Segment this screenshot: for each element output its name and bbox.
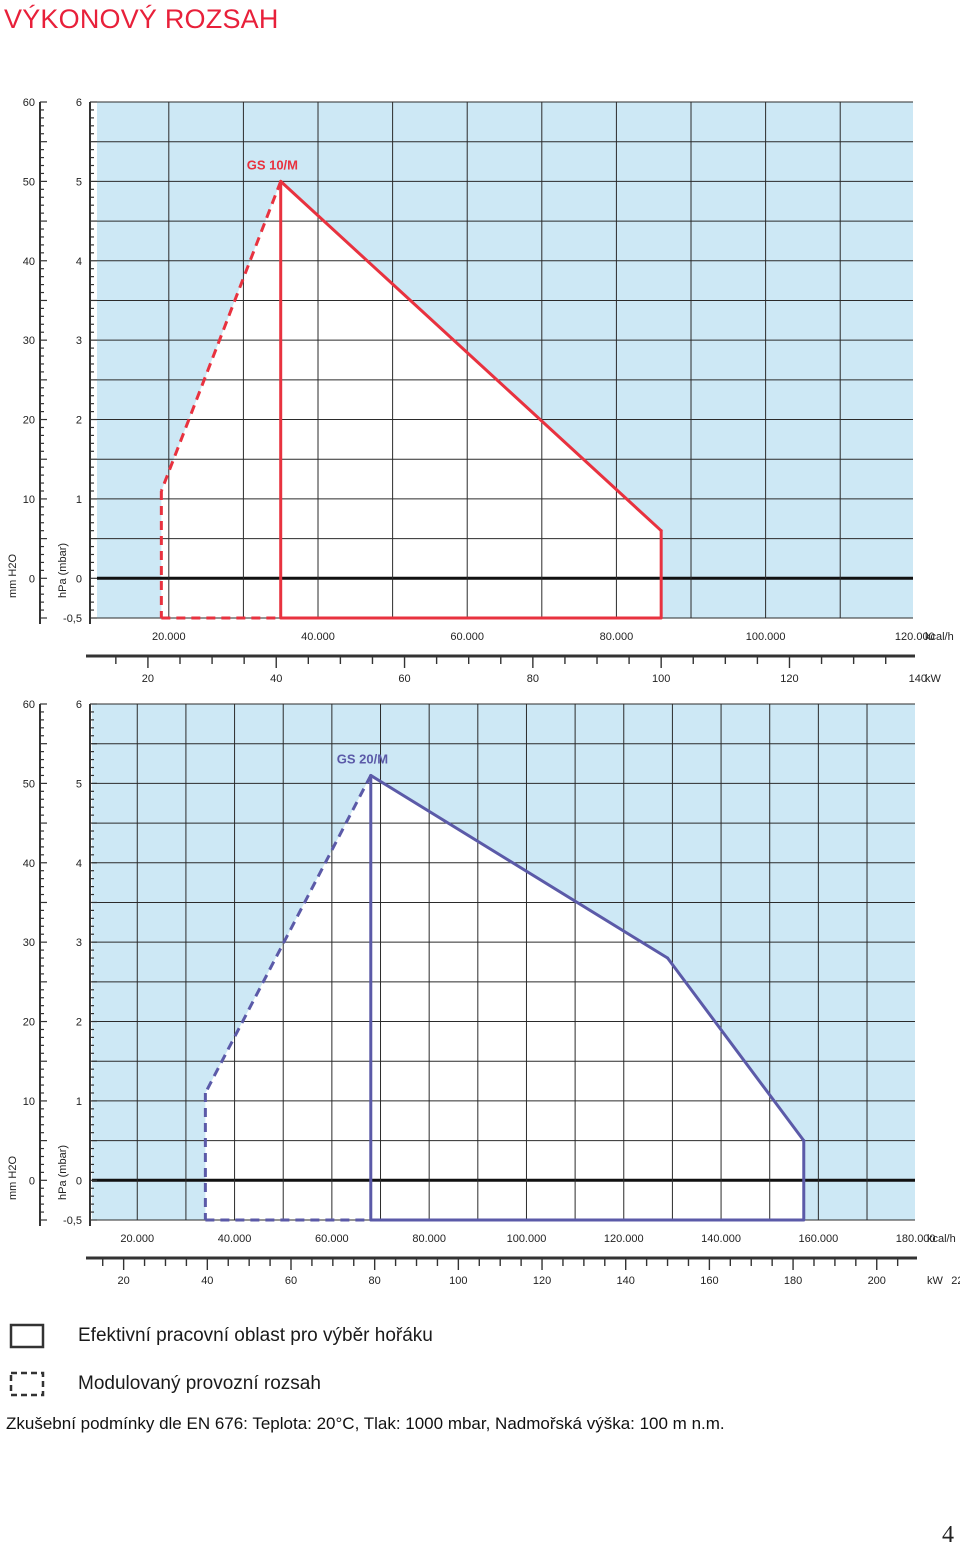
mm-tick-label: 40	[23, 858, 35, 870]
mm-tick-label: 0	[29, 1175, 35, 1187]
kw-tick-label: 40	[270, 673, 282, 685]
mm-tick-label: 20	[23, 415, 35, 427]
mm-tick-label: 40	[23, 256, 35, 268]
kw-tick-label: 20	[142, 673, 154, 685]
kcal-tick-label: 100.000	[507, 1233, 547, 1245]
kcal-tick-label: 80.000	[600, 631, 634, 643]
effective-area-edge	[369, 773, 670, 960]
test-conditions: Zkušební podmínky dle EN 676: Teplota: 2…	[6, 1414, 725, 1433]
hpa-tick-label: 0	[76, 1175, 82, 1187]
mm-tick-label: 50	[23, 778, 35, 790]
kcal-tick-label: 20.000	[152, 631, 186, 643]
legend-modulated: Modulovaný provozní rozsah	[8, 1368, 321, 1400]
kw-tick-label: 180	[784, 1275, 802, 1287]
hpa-tick-label: 4	[76, 256, 82, 268]
mm-tick-label: 0	[29, 573, 35, 585]
legend-modulated-label: Modulovaný provozní rozsah	[78, 1373, 321, 1394]
hpa-tick-label: 2	[76, 415, 82, 427]
kcal-tick-label: 140.000	[701, 1233, 741, 1245]
kcal-tick-label: 40.000	[301, 631, 335, 643]
kcal-tick-label: 120.000	[604, 1233, 644, 1245]
mm-tick-label: 30	[23, 937, 35, 949]
kw-tick-label: 140	[909, 673, 927, 685]
hpa-tick-label: 2	[76, 1017, 82, 1029]
hpa-tick-label: 4	[76, 858, 82, 870]
mm-tick-label: 30	[23, 335, 35, 347]
kw-tick-label: 80	[369, 1275, 381, 1287]
kcal-tick-label: 160.000	[798, 1233, 838, 1245]
kw-tick-label: 160	[700, 1275, 718, 1287]
kw-tick-label: 20	[118, 1275, 130, 1287]
series-title: GS 10/M	[247, 157, 298, 172]
hpa-tick-label: 3	[76, 937, 82, 949]
kw-tick-label: 80	[527, 673, 539, 685]
hpa-tick-label: 5	[76, 778, 82, 790]
series-title: GS 20/M	[337, 751, 388, 766]
modulated-range-fill	[205, 775, 371, 1220]
mm-tick-label: 60	[23, 699, 35, 711]
hpa-tick-label: 6	[76, 97, 82, 109]
x-axis-unit-kw: kW	[927, 1275, 944, 1287]
y-axis-title-mm: mm H2O	[7, 554, 19, 598]
kcal-tick-label: 20.000	[120, 1233, 154, 1245]
legend-effective-label: Efektivní pracovní oblast pro výběr hořá…	[78, 1325, 433, 1346]
hpa-tick-label: -0,5	[63, 1215, 82, 1227]
mm-tick-label: 50	[23, 176, 35, 188]
legend-effective: Efektivní pracovní oblast pro výběr hořá…	[8, 1320, 433, 1352]
effective-area-edge	[666, 956, 806, 1143]
mm-tick-label: 10	[23, 494, 35, 506]
x-axis-unit-kw: kW	[925, 673, 942, 685]
effective-area-edge	[279, 179, 663, 533]
y-axis-title-hpa: hPa (mbar)	[57, 1145, 69, 1200]
page-number: 4	[942, 1522, 954, 1548]
x-axis-unit-kcal: kcal/h	[925, 631, 954, 643]
hpa-tick-label: -0,5	[63, 613, 82, 625]
modulated-range-fill	[161, 181, 281, 618]
effective-area-fill	[280, 181, 662, 618]
hpa-tick-label: 3	[76, 335, 82, 347]
kcal-tick-label: 60.000	[315, 1233, 349, 1245]
y-axis-title-hpa: hPa (mbar)	[57, 543, 69, 598]
kw-tick-label: 100	[449, 1275, 467, 1287]
hpa-tick-label: 1	[76, 1096, 82, 1108]
kcal-tick-label: 120.000	[895, 631, 935, 643]
kw-tick-label: 120	[533, 1275, 551, 1287]
hpa-tick-label: 1	[76, 494, 82, 506]
effective-area-fill	[370, 775, 804, 1220]
y-axis-title-mm: mm H2O	[7, 1156, 19, 1200]
kw-tick-label: 220	[951, 1275, 960, 1287]
hpa-tick-label: 0	[76, 573, 82, 585]
mm-tick-label: 60	[23, 97, 35, 109]
kw-tick-label: 200	[868, 1275, 886, 1287]
page-title: VÝKONOVÝ ROZSAH	[4, 4, 279, 34]
kw-tick-label: 60	[285, 1275, 297, 1287]
x-axis-unit-kcal: kcal/h	[927, 1233, 956, 1245]
modulated-range-edge	[159, 180, 283, 492]
kcal-tick-label: 100.000	[746, 631, 786, 643]
kw-tick-label: 60	[398, 673, 410, 685]
kcal-tick-label: 40.000	[218, 1233, 252, 1245]
kw-tick-label: 140	[617, 1275, 635, 1287]
mm-tick-label: 20	[23, 1017, 35, 1029]
solid-rectangle-icon	[9, 1323, 45, 1349]
kcal-tick-label: 60.000	[450, 631, 484, 643]
dashed-rectangle-icon	[9, 1371, 45, 1397]
kw-tick-label: 100	[652, 673, 670, 685]
kcal-tick-label: 80.000	[412, 1233, 446, 1245]
kcal-tick-label: 180.000	[896, 1233, 936, 1245]
kw-tick-label: 40	[201, 1275, 213, 1287]
hpa-tick-label: 6	[76, 699, 82, 711]
mm-tick-label: 10	[23, 1096, 35, 1108]
hpa-tick-label: 5	[76, 176, 82, 188]
kw-tick-label: 120	[780, 673, 798, 685]
